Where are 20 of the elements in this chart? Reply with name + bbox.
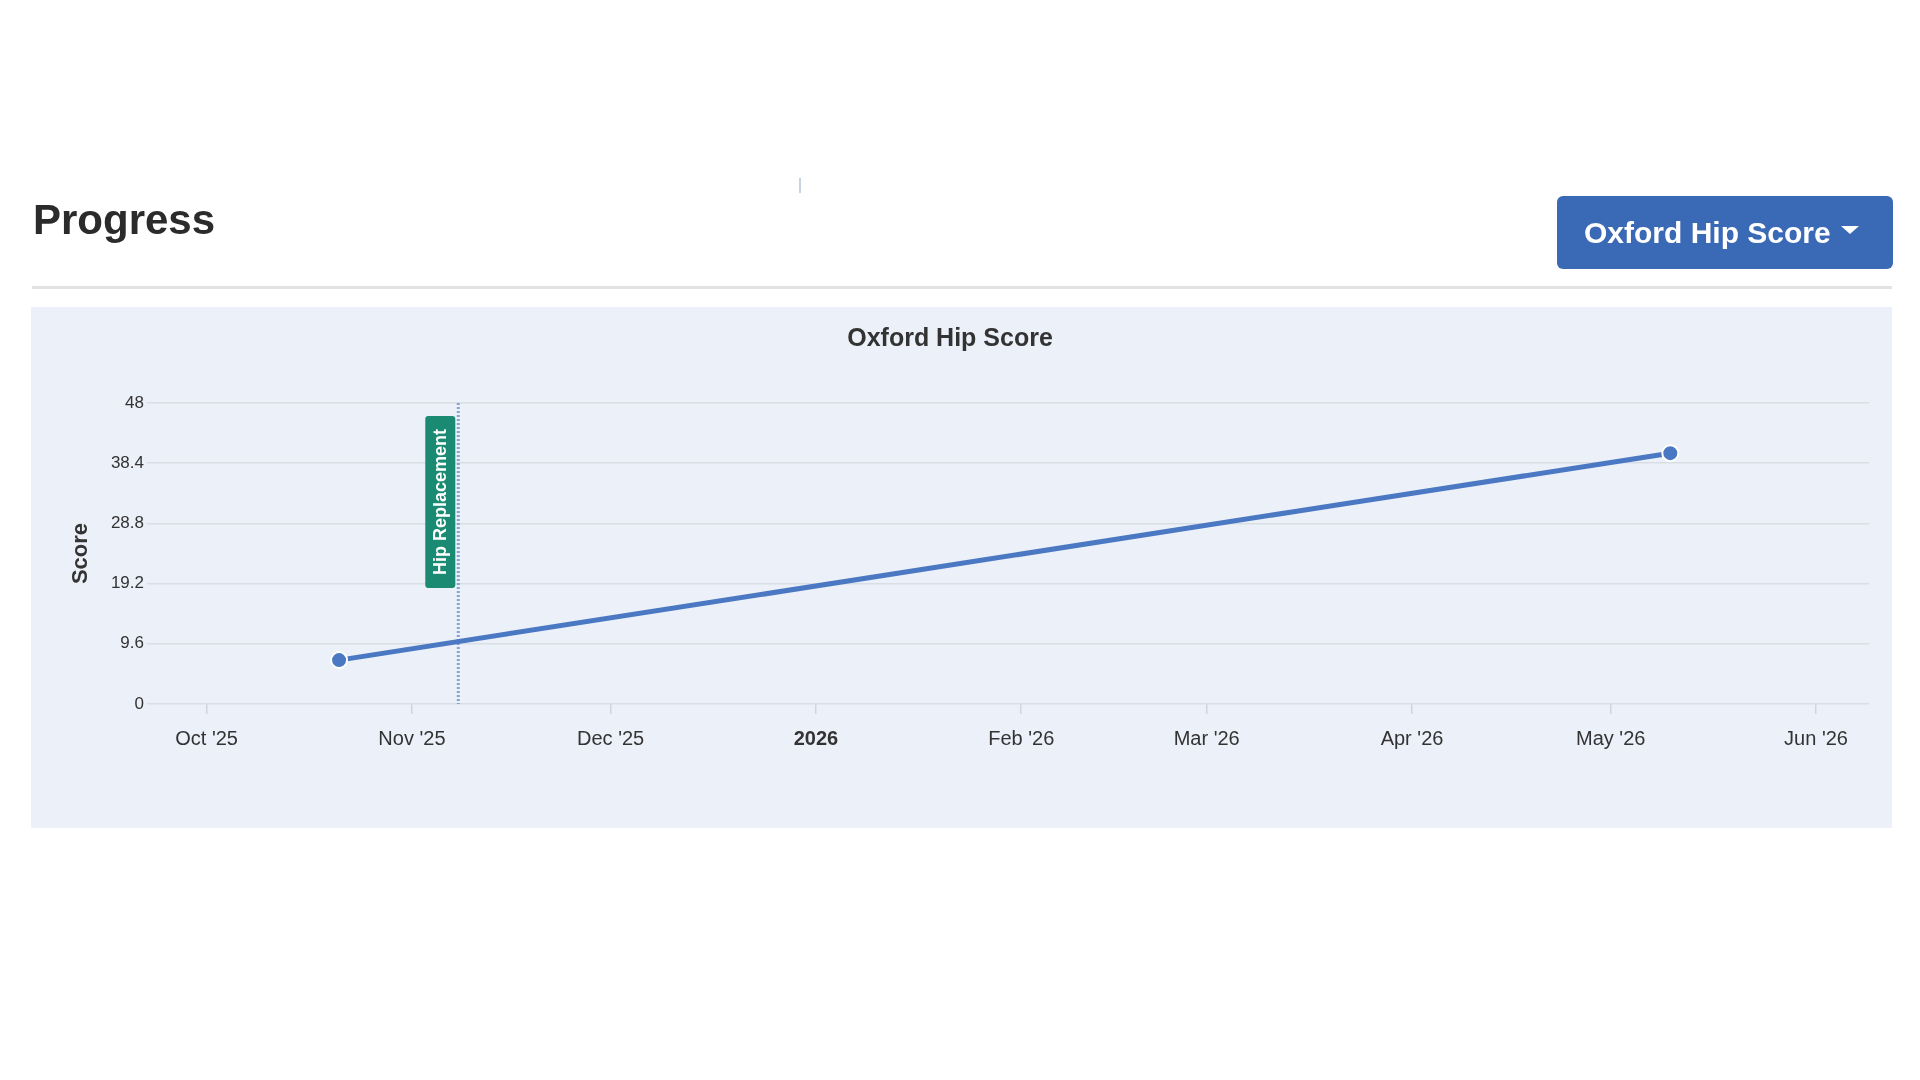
dropdown-button: Oxford Hip Score [1557,196,1893,269]
x-tick-label: Feb '26 [988,726,1055,749]
y-tick-label: 48 [125,392,144,412]
y-tick-label: 28.8 [110,513,144,533]
chart-title: Oxford Hip Score [847,322,1053,351]
x-tick-label: Nov '25 [378,726,446,749]
x-tick-label: Mar '26 [1173,726,1240,749]
x-tick-label: Jun '26 [1784,726,1848,749]
y-tick-label: 0 [134,693,144,713]
x-tick-label: 2026 [793,726,839,749]
y-tick-label: 38.4 [110,452,144,472]
x-tick-label: May '26 [1576,726,1646,749]
x-tick-label: Oct '25 [175,726,238,749]
y-axis-title: Score [67,522,93,585]
y-tick-label: 9.6 [120,633,144,653]
ref-line-label: Hip Replacement [430,429,451,576]
x-tick-label: Dec '25 [577,726,645,749]
y-tick-label: 19.2 [110,573,144,593]
text: Progress [33,195,216,245]
x-tick-label: Apr '26 [1380,726,1444,749]
